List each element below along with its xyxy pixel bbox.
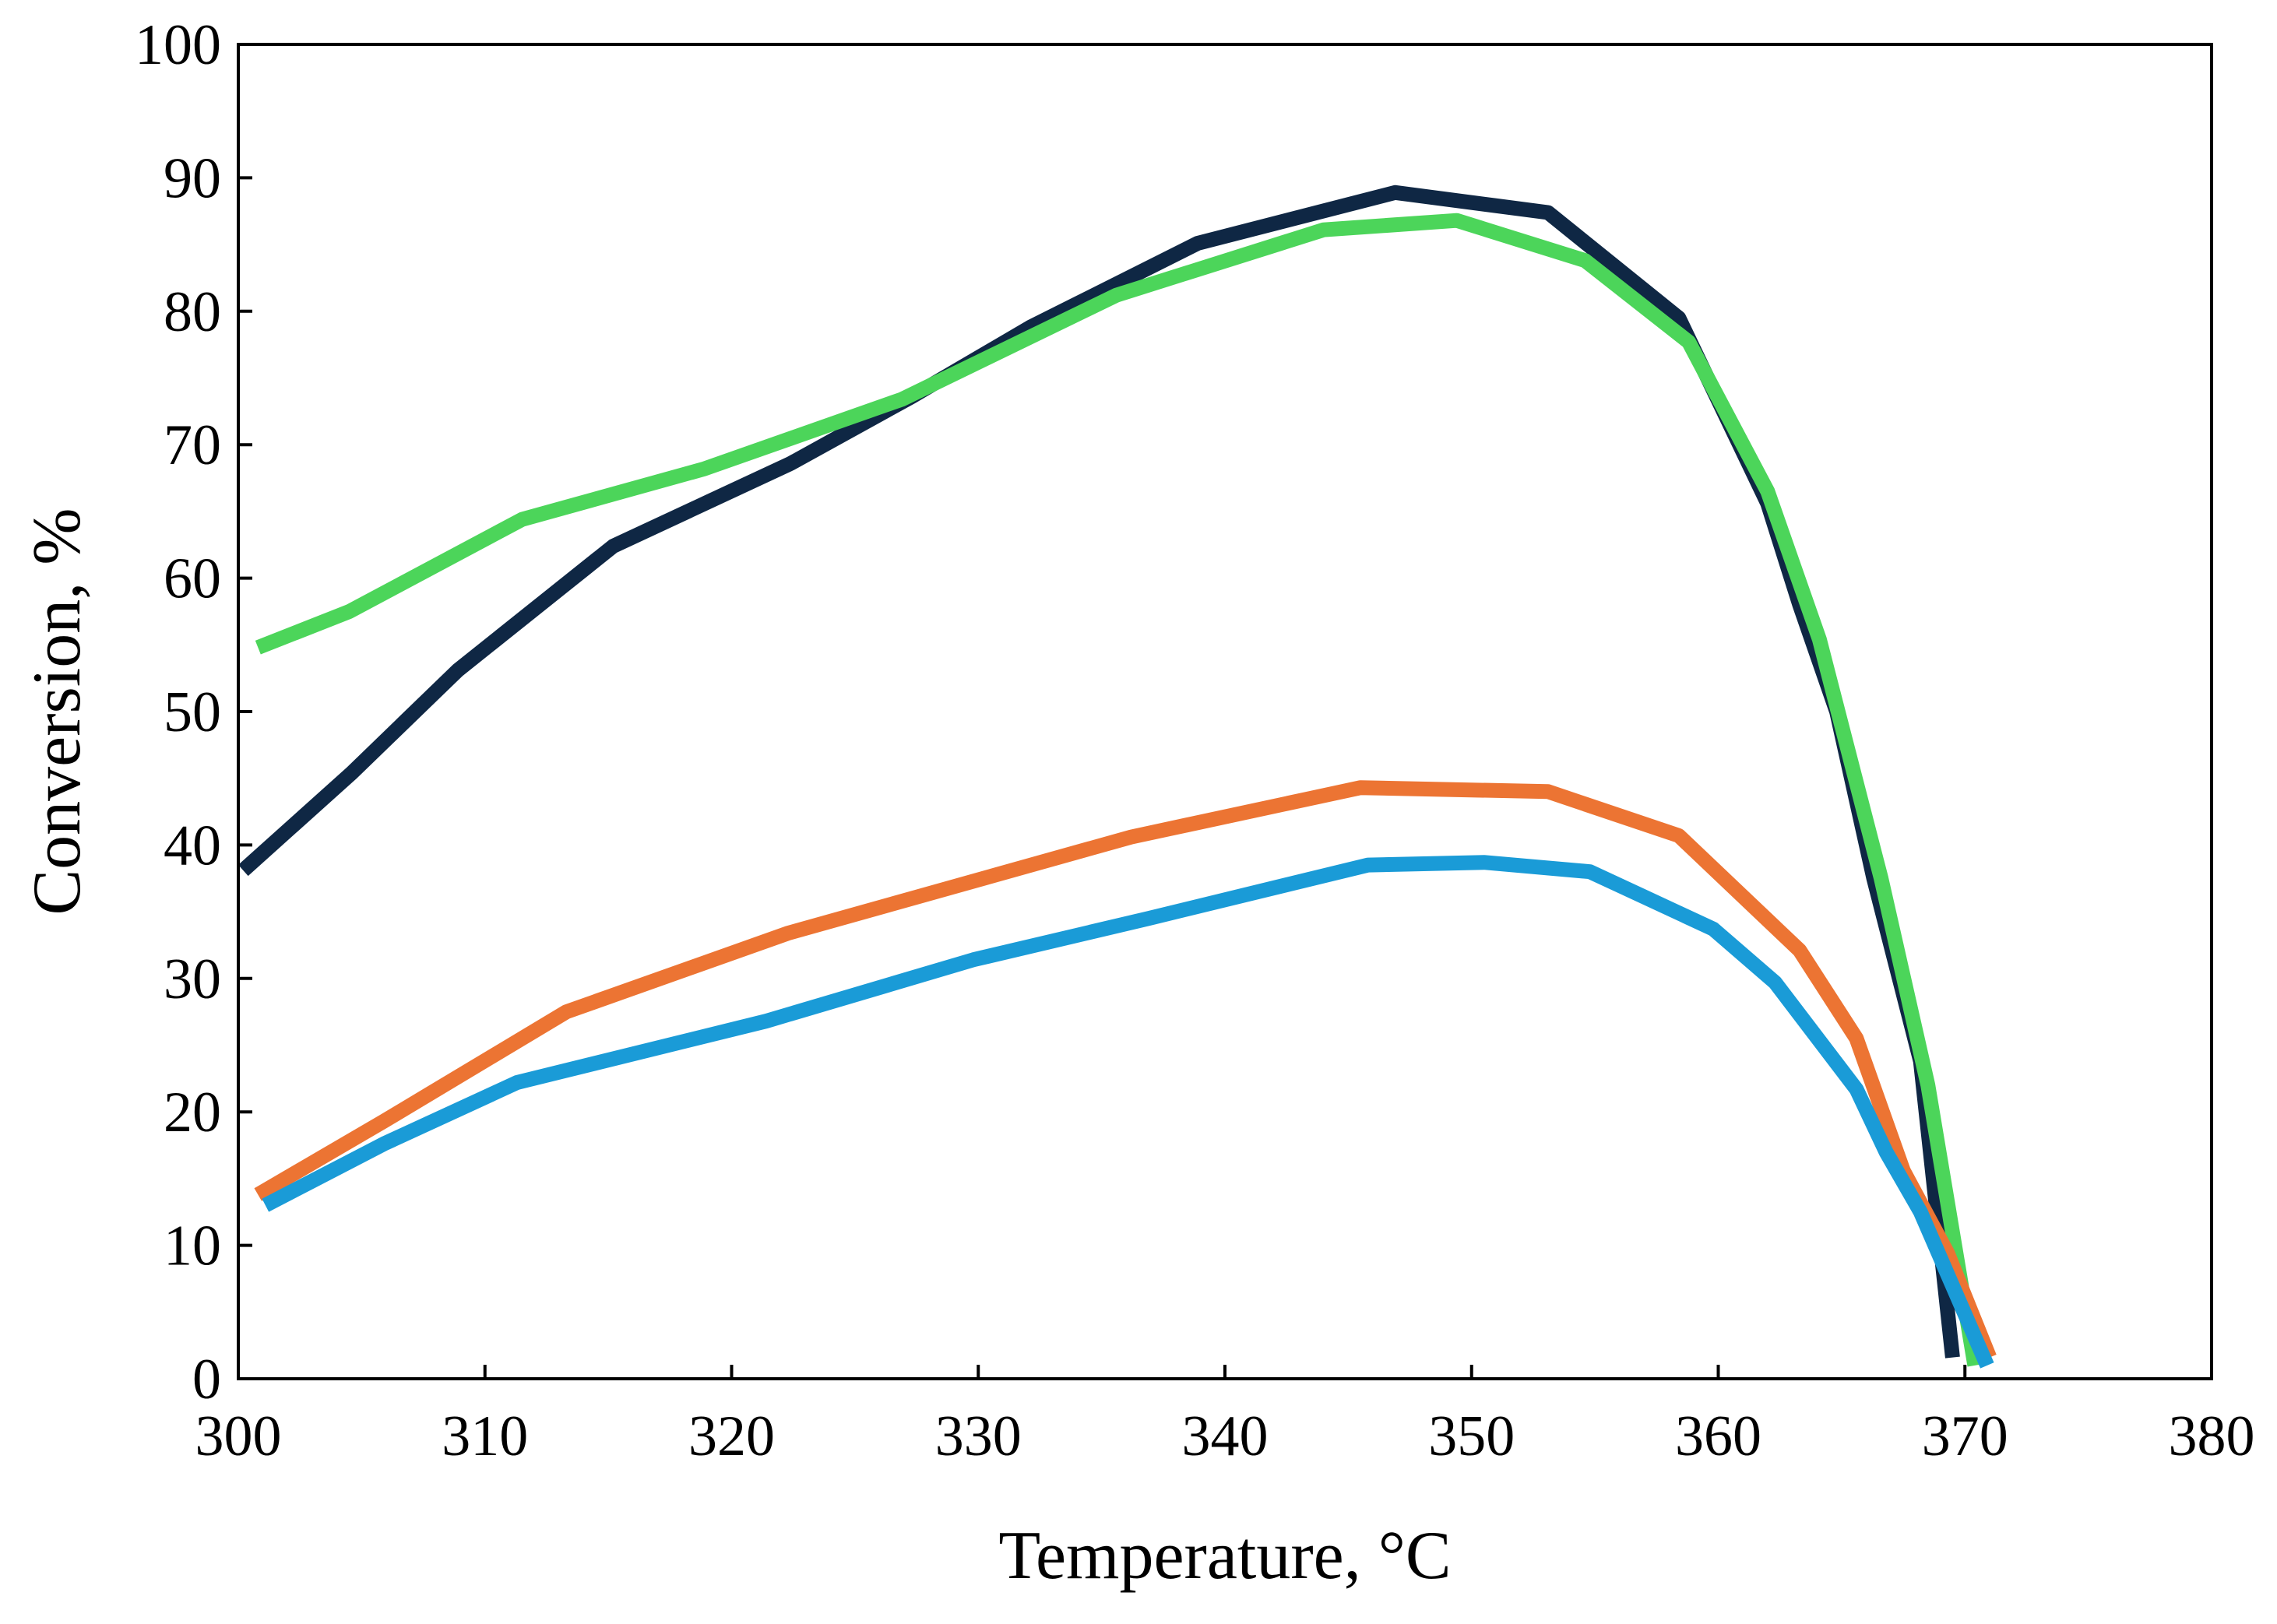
y-axis: 0 10 20 30 40 50 60 70 80 90 100: [135, 13, 252, 1411]
y-tick-label: 20: [164, 1081, 221, 1144]
x-tick-label: 370: [1922, 1404, 2008, 1468]
x-axis-title: Temperature, °C: [998, 1518, 1451, 1594]
y-tick-label: 90: [164, 146, 221, 210]
x-tick-label: 330: [935, 1404, 1022, 1468]
x-axis: 300 310 320 330 340 350 360 370 380: [195, 1365, 2255, 1468]
y-tick-label: 50: [164, 680, 221, 744]
y-tick-label: 40: [164, 814, 221, 877]
x-tick-label: 320: [688, 1404, 775, 1468]
y-tick-label: 80: [164, 280, 221, 344]
x-tick-label: 350: [1428, 1404, 1515, 1468]
series-line: [255, 213, 1983, 1367]
x-tick-label: 340: [1182, 1404, 1269, 1468]
y-tick-label: 10: [164, 1214, 221, 1278]
x-tick-label: 380: [2169, 1404, 2255, 1468]
series-line: [262, 855, 1994, 1369]
y-tick-label: 60: [164, 547, 221, 611]
y-tick-label: 0: [192, 1348, 221, 1411]
x-tick-label: 360: [1675, 1404, 1761, 1468]
x-tick-label: 310: [442, 1404, 528, 1468]
y-axis-title: Conversion, %: [19, 508, 95, 915]
y-tick-label: 70: [164, 413, 221, 477]
y-tick-label: 30: [164, 947, 221, 1011]
y-tick-label: 100: [135, 13, 221, 77]
x-tick-label: 300: [195, 1404, 282, 1468]
series-layer: [238, 185, 1997, 1369]
